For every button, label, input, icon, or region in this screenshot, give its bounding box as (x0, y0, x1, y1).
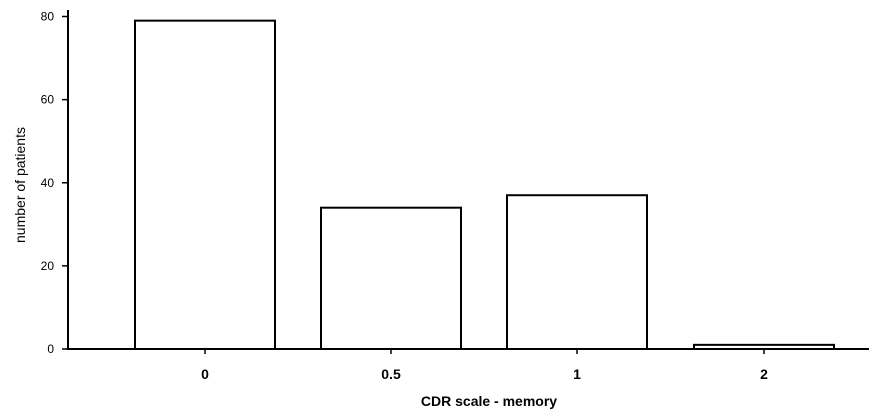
x-tick-label: 0.5 (381, 366, 401, 382)
x-axis-tick-labels: 0 0.5 1 2 (201, 349, 768, 382)
bar-0.5 (320, 206, 462, 350)
x-tick-label: 0 (201, 366, 209, 382)
y-tick-label: 40 (41, 176, 55, 190)
bar-0 (134, 19, 276, 350)
y-axis-ticks: 0 20 40 60 80 (41, 10, 68, 356)
y-axis-title: number of patients (12, 127, 28, 243)
x-tick-label: 2 (760, 366, 768, 382)
y-tick-label: 20 (41, 259, 55, 273)
bars-group (134, 19, 835, 350)
y-tick-label: 80 (41, 10, 55, 24)
x-axis-title: CDR scale - memory (421, 393, 557, 409)
bar-1 (506, 194, 648, 350)
y-tick-label: 60 (41, 93, 55, 107)
x-tick-label: 1 (573, 366, 581, 382)
y-tick-label: 0 (47, 342, 54, 356)
